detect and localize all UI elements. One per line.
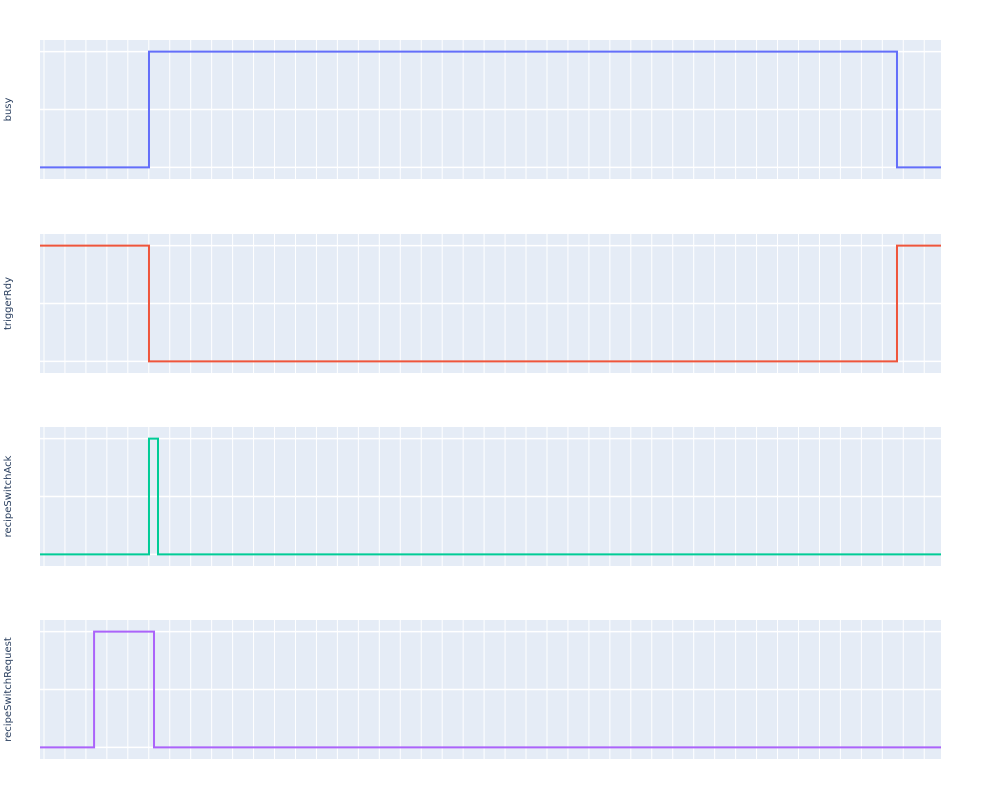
subplot-recipeSwitchAck: recipeSwitchAck bbox=[3, 427, 941, 566]
subplot-recipeSwitchRequest: recipeSwitchRequest bbox=[3, 620, 941, 759]
series-line-recipeSwitchAck bbox=[40, 437, 941, 556]
y-axis-label: recipeSwitchAck bbox=[3, 455, 14, 537]
y-axis-label: busy bbox=[3, 98, 14, 122]
series-line-recipeSwitchRequest bbox=[40, 630, 941, 749]
series-line-busy bbox=[40, 50, 941, 169]
series-line-triggerRdy bbox=[40, 244, 941, 363]
y-axis-label: triggerRdy bbox=[3, 277, 14, 330]
y-axis-label: recipeSwitchRequest bbox=[3, 637, 14, 742]
subplot-triggerRdy: triggerRdy bbox=[3, 234, 941, 373]
subplot-busy: busy bbox=[3, 40, 941, 179]
